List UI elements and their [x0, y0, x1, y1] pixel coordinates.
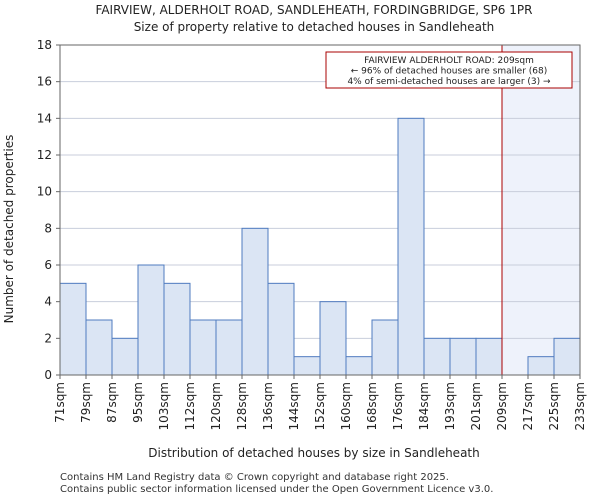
x-tick-label: 144sqm — [287, 382, 301, 430]
y-tick-label: 14 — [37, 111, 52, 125]
chart-subtitle: Size of property relative to detached ho… — [134, 20, 495, 34]
annotation-line-3: 4% of semi-detached houses are larger (3… — [347, 77, 551, 87]
x-tick-label: 79sqm — [79, 382, 93, 423]
bar — [319, 301, 347, 376]
bar — [527, 356, 555, 376]
x-tick-label: 152sqm — [313, 382, 327, 430]
y-axis-label: Number of detached properties — [2, 135, 16, 324]
footer-copyright: Contains HM Land Registry data © Crown c… — [60, 472, 449, 483]
y-tick-label: 0 — [44, 368, 52, 382]
bar — [553, 337, 581, 376]
y-tick-label: 6 — [44, 258, 52, 272]
bar — [111, 337, 139, 376]
footer-licence: Contains public sector information licen… — [60, 484, 494, 495]
bar — [215, 319, 243, 376]
x-tick-label: 201sqm — [469, 382, 483, 430]
y-axis: 0 2 4 6 8 10 12 14 16 18 — [37, 38, 60, 382]
x-tick-label: 184sqm — [417, 382, 431, 430]
y-tick-label: 2 — [44, 331, 52, 345]
bar — [423, 337, 451, 376]
y-tick-label: 12 — [37, 148, 52, 162]
bar — [163, 282, 191, 376]
bars — [59, 117, 581, 376]
x-tick-label: 112sqm — [183, 382, 197, 430]
y-tick-label: 18 — [37, 38, 52, 52]
bar — [267, 282, 295, 376]
x-tick-label: 209sqm — [495, 382, 509, 430]
bar — [449, 337, 477, 376]
bar — [59, 282, 87, 376]
x-tick-label: 120sqm — [209, 382, 223, 430]
y-tick-label: 4 — [44, 295, 52, 309]
bar — [241, 227, 269, 376]
x-tick-label: 95sqm — [131, 382, 145, 423]
annotation-box — [325, 51, 573, 89]
x-tick-label: 128sqm — [235, 382, 249, 430]
highlight-region — [502, 45, 580, 375]
x-tick-label: 136sqm — [261, 382, 275, 430]
x-tick-label: 168sqm — [365, 382, 379, 430]
bar — [85, 319, 113, 376]
bar — [293, 356, 321, 376]
x-tick-label: 87sqm — [105, 382, 119, 423]
bar — [189, 319, 217, 376]
annotation-line-2: ← 96% of detached houses are smaller (68… — [351, 67, 548, 77]
x-tick-label: 225sqm — [547, 382, 561, 430]
x-tick-label: 193sqm — [443, 382, 457, 430]
bar — [137, 264, 165, 376]
bar — [397, 117, 425, 376]
y-tick-label: 10 — [37, 185, 52, 199]
bar — [371, 319, 399, 376]
chart-title: FAIRVIEW, ALDERHOLT ROAD, SANDLEHEATH, F… — [96, 3, 533, 17]
annotation: FAIRVIEW ALDERHOLT ROAD: 209sqm ← 96% of… — [325, 51, 573, 89]
x-axis-label: Distribution of detached houses by size … — [148, 446, 479, 460]
x-tick-label: 176sqm — [391, 382, 405, 430]
x-tick-label: 160sqm — [339, 382, 353, 430]
x-tick-label: 217sqm — [521, 382, 535, 430]
y-tick-label: 16 — [37, 75, 52, 89]
annotation-line-1: FAIRVIEW ALDERHOLT ROAD: 209sqm — [364, 56, 534, 66]
bar — [475, 337, 503, 376]
x-tick-label: 71sqm — [53, 382, 67, 423]
x-axis: 71sqm 79sqm 87sqm 95sqm 103sqm 112sqm 120sqm 12… — [53, 375, 587, 430]
x-tick-label: 103sqm — [157, 382, 171, 430]
bar — [345, 356, 373, 376]
x-tick-label: 233sqm — [573, 382, 587, 430]
y-tick-label: 8 — [44, 221, 52, 235]
